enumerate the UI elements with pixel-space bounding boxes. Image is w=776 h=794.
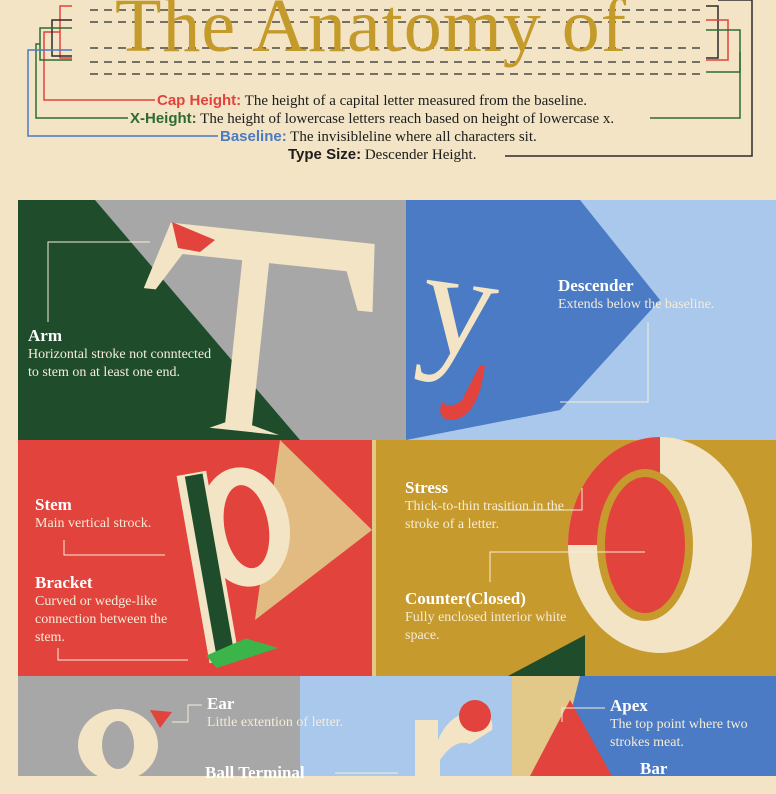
stem-title: Stem [35, 495, 72, 514]
legend-desc: The height of a capital letter measured … [241, 93, 588, 109]
stem-desc: Main vertical strock. [35, 516, 152, 531]
legend-baseline: Baseline: The invisibleline where all ch… [220, 128, 537, 146]
counter-desc: Fully enclosed interior white space. [405, 610, 567, 643]
apex-letter: A [540, 700, 605, 790]
counter-title: Counter(Closed) [405, 589, 526, 608]
ear-title: Ear [207, 694, 235, 713]
arm-letter: T [158, 195, 292, 415]
apex-desc: The top point where two strokes meat. [610, 717, 748, 750]
legend-type-size: Type Size: Descender Height. [288, 146, 476, 164]
stress-letter: O [565, 430, 709, 630]
legend-term: Baseline: [220, 128, 287, 145]
ball-letter: r [412, 690, 442, 780]
legend-term: Cap Height: [157, 92, 242, 109]
arm-desc: Horizontal stroke not conntected to stem… [28, 347, 212, 380]
legend-desc: Descender Height. [361, 147, 477, 163]
legend-desc: The height of lowercase letters reach ba… [196, 111, 615, 127]
apex-label: Apex The top point where two strokes mea… [610, 697, 770, 752]
ear-desc: Little extention of letter. [207, 715, 344, 730]
arm-label: Arm Horizontal stroke not conntected to … [28, 327, 218, 382]
legend-desc: The invisibleline where all characters s… [286, 129, 537, 145]
descender-title: Descender [558, 276, 634, 295]
ball-terminal-label: Ball Terminal [205, 764, 355, 783]
panel-arm-letter [143, 222, 375, 436]
descender-label: Descender Extends below the baseline. [558, 277, 768, 314]
legend-x-height: X-Height: The height of lowercase letter… [130, 110, 614, 128]
stress-label: Stress Thick-to-thin trasition in the st… [405, 479, 575, 534]
descender-desc: Extends below the baseline. [558, 297, 715, 312]
stress-title: Stress [405, 478, 449, 497]
panels-graphics: y [18, 200, 776, 776]
ear-label: Ear Little extention of letter. [207, 695, 387, 732]
apex-title: Apex [610, 696, 648, 715]
legend-cap-height: Cap Height: The height of a capital lett… [157, 92, 587, 110]
stem-label: Stem Main vertical strock. [35, 496, 205, 533]
bracket-desc: Curved or wedge-like connection between … [35, 594, 168, 645]
stem-letter [176, 467, 291, 668]
arm-title: Arm [28, 326, 62, 345]
counter-label: Counter(Closed) Fully enclosed interior … [405, 590, 575, 645]
ball-terminal-title: Ball Terminal [205, 763, 305, 782]
legend-term: Type Size: [288, 146, 362, 163]
ear-letter: g [80, 680, 125, 770]
page-title: The Anatomy of [115, 0, 628, 68]
stress-desc: Thick-to-thin trasition in the stroke of… [405, 499, 565, 532]
bracket-label: Bracket Curved or wedge-like connection … [35, 574, 195, 647]
bracket-title: Bracket [35, 573, 93, 592]
header-guides [27, 0, 753, 157]
bar-title: Bar [640, 759, 668, 778]
panel-arm-bg [18, 200, 406, 440]
bar-label: Bar [640, 760, 740, 779]
legend-term: X-Height: [130, 110, 197, 127]
